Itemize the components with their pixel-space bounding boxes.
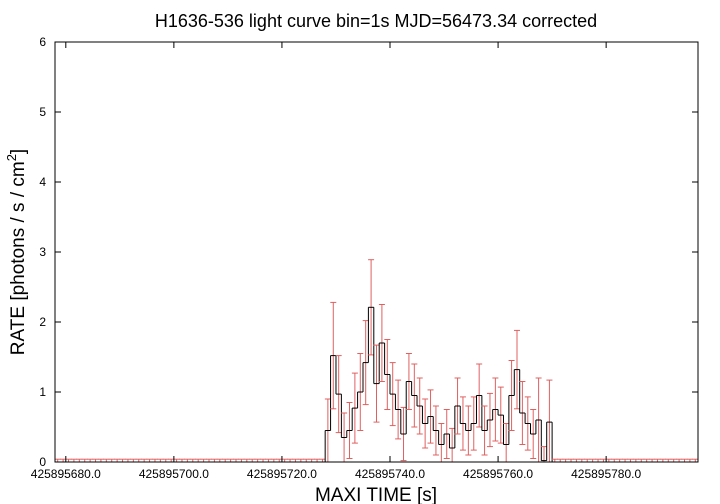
y-tick-label: 4 bbox=[39, 175, 46, 189]
x-tick-label: 425895720.0 bbox=[247, 467, 317, 481]
y-tick-label: 3 bbox=[39, 245, 46, 259]
y-tick-label: 1 bbox=[39, 385, 46, 399]
y-tick-label: 2 bbox=[39, 315, 46, 329]
x-tick-label: 425895700.0 bbox=[139, 467, 209, 481]
x-tick-label: 425895680.0 bbox=[31, 467, 101, 481]
y-tick-label: 5 bbox=[39, 105, 46, 119]
x-tick-label: 425895740.0 bbox=[355, 467, 425, 481]
y-tick-label: 6 bbox=[39, 35, 46, 49]
y-axis: 0 1 2 3 4 5 6 bbox=[39, 35, 698, 469]
x-axis-label: MAXI TIME [s] bbox=[315, 485, 437, 504]
y-axis-label: RATE [photons / s / cm2] bbox=[4, 149, 29, 355]
x-tick-label: 425895760.0 bbox=[463, 467, 533, 481]
x-axis: 425895680.0 425895700.0 425895720.0 4258957… bbox=[31, 42, 642, 481]
y-axis-label-end: ] bbox=[8, 149, 29, 154]
y-axis-label-main: RATE [photons / s / cm bbox=[8, 161, 29, 355]
plot-area bbox=[54, 259, 699, 463]
x-tick-label: 425895780.0 bbox=[571, 467, 641, 481]
y-axis-label-sup: 2 bbox=[4, 154, 19, 161]
y-tick-label: 0 bbox=[39, 455, 46, 469]
chart-title: H1636-536 light curve bin=1s MJD=56473.3… bbox=[155, 11, 597, 31]
